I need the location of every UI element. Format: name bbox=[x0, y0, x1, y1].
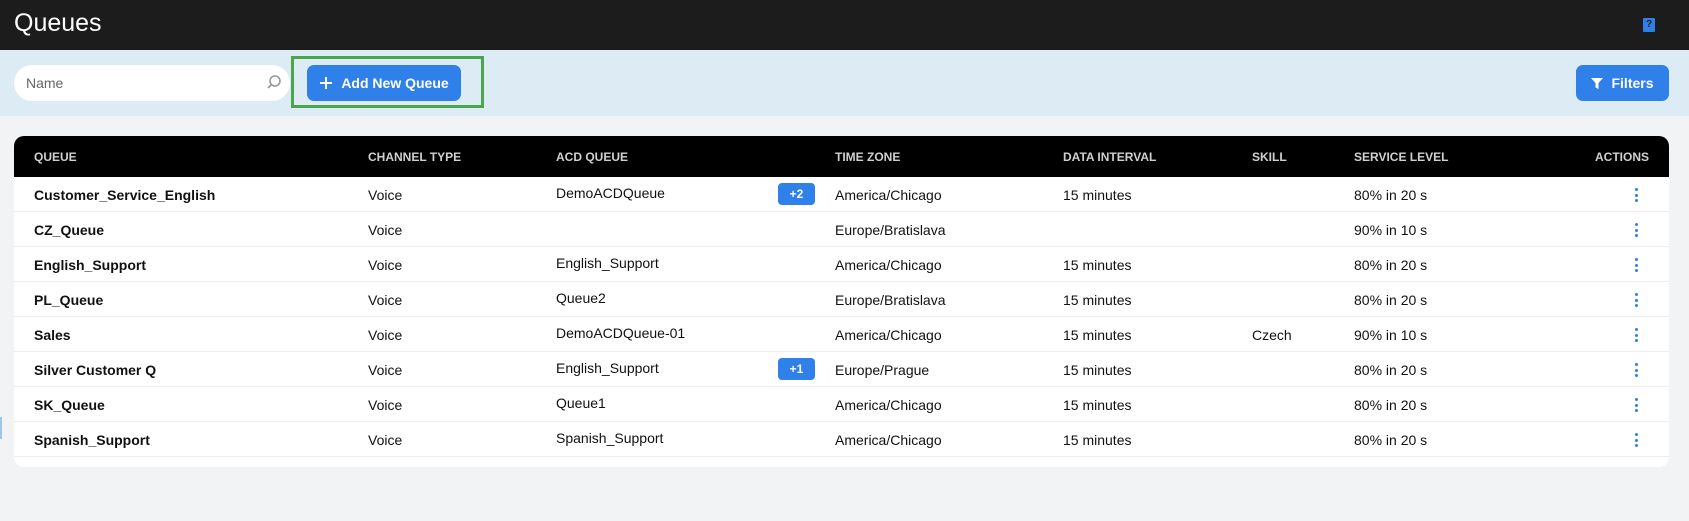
page-title: Queues bbox=[14, 9, 102, 37]
kebab-menu-icon[interactable] bbox=[1634, 398, 1638, 412]
help-book-icon[interactable]: ? bbox=[1643, 18, 1655, 32]
time-zone: America/Chicago bbox=[835, 187, 942, 203]
table-header: QUEUE CHANNEL TYPE ACD QUEUE TIME ZONE D… bbox=[14, 136, 1669, 177]
data-interval: 15 minutes bbox=[1063, 397, 1132, 413]
plus-icon bbox=[320, 77, 333, 89]
time-zone: America/Chicago bbox=[835, 397, 942, 413]
queue-name[interactable]: Customer_Service_English bbox=[34, 187, 216, 203]
channel-type: Voice bbox=[368, 187, 403, 203]
filters-label: Filters bbox=[1611, 75, 1654, 91]
table-row[interactable]: Silver Customer Q Voice English_Support +… bbox=[14, 352, 1669, 387]
service-level: 80% in 20 s bbox=[1354, 397, 1428, 413]
queue-name[interactable]: CZ_Queue bbox=[34, 222, 105, 238]
time-zone: Europe/Prague bbox=[835, 362, 930, 378]
kebab-menu-icon[interactable] bbox=[1634, 433, 1638, 447]
queue-name[interactable]: PL_Queue bbox=[34, 292, 104, 308]
service-level: 80% in 20 s bbox=[1354, 362, 1428, 378]
scroll-indicator bbox=[0, 417, 2, 439]
queue-name[interactable]: English_Support bbox=[34, 257, 146, 273]
acd-queue: Queue2 bbox=[556, 290, 606, 306]
col-actions: ACTIONS bbox=[1595, 150, 1649, 164]
acd-queue: English_Support bbox=[556, 255, 659, 271]
time-zone: Europe/Bratislava bbox=[835, 292, 946, 308]
add-new-queue-label: Add New Queue bbox=[341, 75, 449, 91]
queue-name[interactable]: Spanish_Support bbox=[34, 432, 150, 448]
toolbar: Add New Queue Filters bbox=[0, 50, 1689, 116]
col-skill[interactable]: SKILL bbox=[1252, 150, 1287, 164]
col-channel-type[interactable]: CHANNEL TYPE bbox=[368, 150, 462, 164]
queues-table: QUEUE CHANNEL TYPE ACD QUEUE TIME ZONE D… bbox=[14, 136, 1669, 467]
channel-type: Voice bbox=[368, 397, 403, 413]
data-interval: 15 minutes bbox=[1063, 292, 1132, 308]
data-interval: 15 minutes bbox=[1063, 432, 1132, 448]
kebab-menu-icon[interactable] bbox=[1634, 223, 1638, 237]
acd-queue: Queue1 bbox=[556, 395, 606, 411]
table-row[interactable]: SK_Queue Voice Queue1 America/Chicago 15 … bbox=[14, 387, 1669, 422]
highlight-box bbox=[291, 56, 484, 108]
table-row[interactable]: Customer_Service_English Voice DemoACDQu… bbox=[14, 177, 1669, 212]
more-acd-badge[interactable]: +1 bbox=[778, 358, 815, 380]
service-level: 80% in 20 s bbox=[1354, 257, 1428, 273]
filter-icon bbox=[1591, 77, 1604, 89]
col-queue[interactable]: QUEUE bbox=[34, 150, 77, 164]
data-interval: 15 minutes bbox=[1063, 362, 1132, 378]
col-data-interval[interactable]: DATA INTERVAL bbox=[1063, 150, 1157, 164]
kebab-menu-icon[interactable] bbox=[1634, 293, 1638, 307]
top-bar: Queues ? bbox=[0, 0, 1689, 50]
queue-name[interactable]: Silver Customer Q bbox=[34, 362, 157, 378]
table-row[interactable]: English_Support Voice English_Support Ame… bbox=[14, 247, 1669, 282]
service-level: 80% in 20 s bbox=[1354, 432, 1428, 448]
kebab-menu-icon[interactable] bbox=[1634, 188, 1638, 202]
table-row[interactable]: CZ_Queue Voice Europe/Bratislava 90% in … bbox=[14, 212, 1669, 247]
service-level: 90% in 10 s bbox=[1354, 327, 1428, 343]
table-row[interactable]: PL_Queue Voice Queue2 Europe/Bratislava 1… bbox=[14, 282, 1669, 317]
acd-queue: English_Support bbox=[556, 360, 659, 376]
table-row[interactable]: Sales Voice DemoACDQueue-01 America/Chica… bbox=[14, 317, 1669, 352]
data-interval: 15 minutes bbox=[1063, 187, 1132, 203]
channel-type: Voice bbox=[368, 432, 403, 448]
time-zone: America/Chicago bbox=[835, 432, 942, 448]
filters-button[interactable]: Filters bbox=[1576, 65, 1669, 101]
channel-type: Voice bbox=[368, 362, 403, 378]
channel-type: Voice bbox=[368, 222, 403, 238]
skill: Czech bbox=[1252, 327, 1292, 343]
table-row[interactable]: Spanish_Support Voice Spanish_Support Ame… bbox=[14, 422, 1669, 457]
col-time-zone[interactable]: TIME ZONE bbox=[835, 150, 901, 164]
kebab-menu-icon[interactable] bbox=[1634, 258, 1638, 272]
queue-name[interactable]: Sales bbox=[34, 327, 71, 343]
add-new-queue-button[interactable]: Add New Queue bbox=[307, 65, 461, 101]
name-search-input[interactable] bbox=[14, 65, 290, 101]
queue-name[interactable]: SK_Queue bbox=[34, 397, 105, 413]
service-level: 90% in 10 s bbox=[1354, 222, 1428, 238]
channel-type: Voice bbox=[368, 327, 403, 343]
kebab-menu-icon[interactable] bbox=[1634, 328, 1638, 342]
acd-queue: DemoACDQueue-01 bbox=[556, 325, 686, 341]
time-zone: America/Chicago bbox=[835, 327, 942, 343]
col-acd-queue[interactable]: ACD QUEUE bbox=[556, 150, 629, 164]
service-level: 80% in 20 s bbox=[1354, 187, 1428, 203]
acd-queue: DemoACDQueue bbox=[556, 185, 665, 201]
col-service-level[interactable]: SERVICE LEVEL bbox=[1354, 150, 1449, 164]
channel-type: Voice bbox=[368, 257, 403, 273]
channel-type: Voice bbox=[368, 292, 403, 308]
time-zone: America/Chicago bbox=[835, 257, 942, 273]
more-acd-badge[interactable]: +2 bbox=[778, 183, 815, 205]
data-interval: 15 minutes bbox=[1063, 327, 1132, 343]
service-level: 80% in 20 s bbox=[1354, 292, 1428, 308]
search-icon[interactable] bbox=[266, 74, 282, 90]
time-zone: Europe/Bratislava bbox=[835, 222, 946, 238]
acd-queue: Spanish_Support bbox=[556, 430, 664, 446]
kebab-menu-icon[interactable] bbox=[1634, 363, 1638, 377]
data-interval: 15 minutes bbox=[1063, 257, 1132, 273]
